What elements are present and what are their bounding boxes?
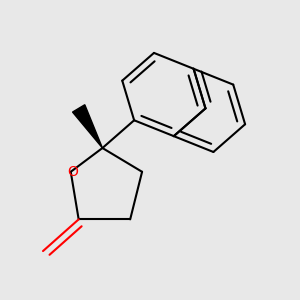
Text: O: O [67, 165, 78, 179]
Polygon shape [73, 105, 102, 148]
